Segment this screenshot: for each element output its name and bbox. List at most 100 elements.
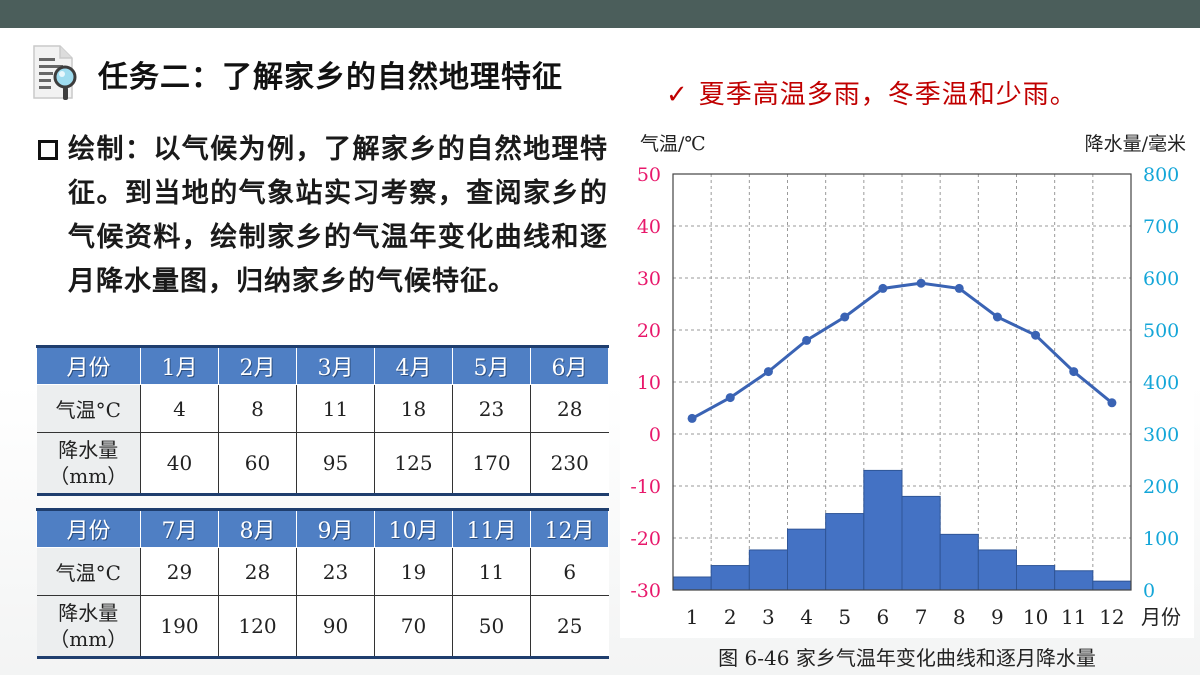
temperature-cell: 6	[530, 547, 609, 596]
x-tick-label: 10	[1023, 605, 1048, 629]
x-tick-label: 7	[915, 605, 928, 629]
chart-caption: 图 6-46 家乡气温年变化曲线和逐月降水量	[718, 646, 1096, 670]
precipitation-bar	[787, 528, 827, 591]
right-tick-label: 0	[1143, 580, 1155, 602]
precipitation-bar	[901, 495, 941, 591]
precipitation-bar	[863, 469, 903, 591]
precipitation-cell: 70	[374, 595, 453, 659]
left-tick-label: 20	[637, 320, 661, 342]
month-header: 2月	[218, 346, 297, 385]
x-tick-label: 1	[686, 605, 699, 629]
right-tick-label: 100	[1143, 528, 1179, 550]
left-tick-label: 10	[637, 372, 661, 394]
checkmark-icon: ✓	[666, 80, 689, 110]
task-title: 任务二：了解家乡的自然地理特征	[98, 60, 563, 95]
climate-table-jul-dec: 月份 7月 8月 9月 10月 11月 12月 气温°C 29 28 23 19…	[36, 508, 609, 659]
precipitation-label-line1: 降水量	[58, 438, 119, 462]
temperature-line	[691, 281, 1113, 420]
climate-chart: -30 -20 -10 0 10 20 30 40 50 0 100 200 300 400 500 600 7…	[620, 118, 1194, 638]
month-header: 8月	[218, 509, 297, 548]
x-tick-label: 12	[1099, 605, 1124, 629]
month-header: 5月	[452, 346, 531, 385]
temperature-cell: 8	[218, 384, 297, 433]
month-header-label: 月份	[36, 346, 141, 385]
right-tick-label: 800	[1143, 164, 1179, 186]
precipitation-bar	[1054, 570, 1094, 591]
precipitation-row-label: 降水量 （mm）	[36, 595, 141, 659]
task-paragraph: 绘制：以气候为例，了解家乡的自然地理特征。到当地的气象站实习考察，查阅家乡的气候…	[68, 134, 608, 297]
temperature-row: 气温°C 4 8 11 18 23 28	[36, 384, 609, 433]
climate-chart-svg: -30-20-100102030405001002003004005006007…	[630, 133, 1186, 629]
x-tick-label: 9	[991, 605, 1004, 629]
precipitation-cell: 120	[218, 595, 297, 659]
precipitation-cell: 60	[218, 432, 297, 496]
month-header: 11月	[452, 509, 531, 548]
precipitation-bar	[939, 533, 979, 591]
left-tick-label: 30	[637, 268, 661, 290]
right-tick-label: 700	[1143, 216, 1179, 238]
temperature-point	[916, 278, 926, 288]
temperature-point	[954, 283, 964, 293]
precipitation-bar	[825, 513, 865, 591]
left-tick-label: 0	[649, 424, 661, 446]
right-tick-label: 300	[1143, 424, 1179, 446]
temperature-point	[878, 283, 888, 293]
temperature-cell: 29	[140, 547, 219, 596]
left-tick-label: -10	[630, 476, 661, 498]
precipitation-label-line2: （mm）	[49, 627, 128, 651]
temperature-cell: 11	[452, 547, 531, 596]
precipitation-cell: 90	[296, 595, 375, 659]
square-bullet-icon	[38, 140, 58, 160]
x-tick-label: 8	[953, 605, 966, 629]
precipitation-cell: 170	[452, 432, 531, 496]
x-tick-label: 2	[724, 605, 737, 629]
temperature-cell: 28	[218, 547, 297, 596]
month-header-label: 月份	[36, 509, 141, 548]
precipitation-label-line1: 降水量	[58, 601, 119, 625]
precipitation-cell: 25	[530, 595, 609, 659]
climate-table-jan-jun: 月份 1月 2月 3月 4月 5月 6月 气温°C 4 8 11 18 23 2…	[36, 345, 609, 496]
precipitation-bar	[977, 549, 1018, 591]
left-axis-label: 气温/℃	[640, 133, 706, 155]
temperature-row: 气温°C 29 28 23 19 11 6	[36, 547, 609, 596]
temperature-point	[763, 367, 773, 377]
temperature-cell: 19	[374, 547, 453, 596]
precipitation-row: 降水量 （mm） 40 60 95 125 170 230	[36, 432, 609, 496]
plot-frame	[672, 173, 1132, 591]
precipitation-cell: 125	[374, 432, 453, 496]
left-tick-label: 50	[637, 164, 661, 186]
precipitation-cell: 230	[530, 432, 609, 496]
temperature-row-label: 气温°C	[36, 384, 141, 433]
table-header-row: 月份 1月 2月 3月 4月 5月 6月	[36, 346, 609, 385]
climate-summary: ✓ 夏季高温多雨，冬季温和少雨。	[666, 74, 1077, 111]
precipitation-row: 降水量 （mm） 190 120 90 70 50 25	[36, 595, 609, 659]
right-tick-label: 500	[1143, 320, 1179, 342]
temperature-point	[1069, 367, 1079, 377]
month-header: 6月	[530, 346, 609, 385]
precipitation-cell: 190	[140, 595, 219, 659]
top-bar	[0, 0, 1200, 28]
x-tick-label: 6	[877, 605, 890, 629]
precipitation-bar	[672, 576, 712, 591]
right-tick-label: 400	[1143, 372, 1179, 394]
month-header: 7月	[140, 509, 219, 548]
precipitation-cell: 40	[140, 432, 219, 496]
right-tick-label: 200	[1143, 476, 1179, 498]
temperature-point	[687, 413, 697, 423]
temperature-cell: 11	[296, 384, 375, 433]
x-tick-label: 11	[1061, 605, 1086, 629]
left-tick-label: -30	[630, 580, 661, 602]
precipitation-row-label: 降水量 （mm）	[36, 432, 141, 496]
x-tick-label: 3	[762, 605, 775, 629]
left-tick-label: 40	[637, 216, 661, 238]
temperature-point	[1031, 330, 1041, 340]
precipitation-bar	[1016, 565, 1056, 591]
temperature-cell: 23	[452, 384, 531, 433]
precipitation-label-line2: （mm）	[49, 464, 128, 488]
precipitation-bar	[748, 549, 788, 591]
temperature-point	[1107, 398, 1117, 408]
x-tick-label: 5	[838, 605, 851, 629]
right-axis-label: 降水量/毫米	[1085, 133, 1186, 155]
temperature-cell: 28	[530, 384, 609, 433]
temperature-cell: 18	[374, 384, 453, 433]
